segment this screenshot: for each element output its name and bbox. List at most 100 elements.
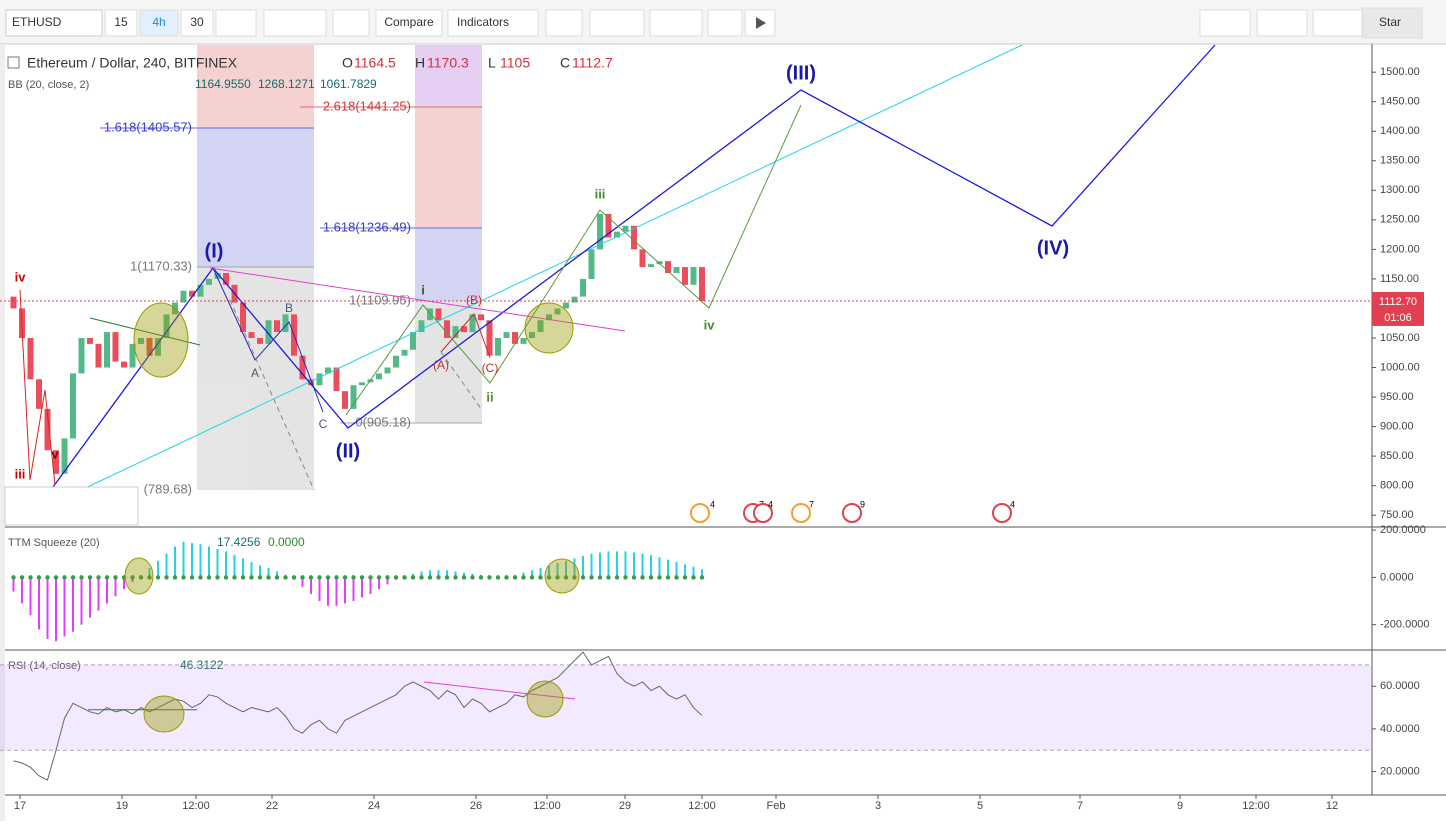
symbol[interactable]: ETHUSD <box>12 15 62 29</box>
event-count[interactable]: 4 <box>768 499 773 509</box>
compare-label[interactable]: Compare <box>384 15 434 29</box>
candle <box>622 225 629 232</box>
wave-labels: (I) (II) (III) (IV) iv iii v i ii iii iv… <box>15 62 1070 481</box>
x-tick-label: 5 <box>977 800 983 812</box>
x-tick-label: 7 <box>1077 800 1083 812</box>
undo-redo[interactable] <box>649 9 703 37</box>
wave-label: iv <box>704 317 716 332</box>
symbol-box[interactable] <box>5 9 103 37</box>
y-tick-label: 1250.00 <box>1380 214 1420 226</box>
candle <box>257 337 263 344</box>
squeeze-dot <box>572 575 577 580</box>
layout[interactable] <box>1199 9 1251 37</box>
legend-low: 1105 <box>500 55 530 71</box>
x-tick-label: 17 <box>14 800 26 812</box>
interval[interactable] <box>139 9 179 37</box>
candle <box>393 355 399 368</box>
squeeze-dot <box>674 575 679 580</box>
candle <box>461 326 467 333</box>
interval-label[interactable]: 4h <box>152 15 165 29</box>
legend-c: C <box>560 55 570 71</box>
load[interactable] <box>1256 9 1308 37</box>
interval-label[interactable]: 15 <box>114 15 128 29</box>
squeeze-dot <box>427 575 433 580</box>
candle <box>308 379 314 386</box>
squeeze-value: 0.0000 <box>268 535 305 549</box>
squeeze-value: 17.4256 <box>217 535 261 549</box>
interval-menu[interactable] <box>215 9 257 37</box>
y-tick-label: 0.0000 <box>1380 571 1414 583</box>
candle <box>325 367 331 374</box>
x-tick-label: 3 <box>875 800 881 812</box>
candle <box>61 438 68 474</box>
candle <box>384 367 391 374</box>
star-button[interactable] <box>1361 7 1423 39</box>
candle <box>520 337 527 344</box>
fib-label: 1.618(1236.49) <box>323 219 411 234</box>
candle <box>240 302 246 333</box>
y-tick-label: 1000.00 <box>1380 361 1420 373</box>
squeeze-dot <box>164 575 169 580</box>
events: 4 7 4 7 9 4 <box>690 499 1015 523</box>
y-tick-label: 1050.00 <box>1380 332 1420 344</box>
alert[interactable] <box>545 9 583 37</box>
indicators-label[interactable]: Indicators <box>457 15 509 29</box>
candle <box>410 332 416 350</box>
save[interactable] <box>1312 9 1364 37</box>
interval[interactable] <box>180 9 214 37</box>
squeeze-dot <box>317 575 322 580</box>
interval[interactable] <box>104 9 138 37</box>
y-tick-label: 1150.00 <box>1380 273 1419 285</box>
last-price-tag <box>1372 291 1424 326</box>
candle <box>87 337 93 344</box>
x-tick-label: Feb <box>767 800 786 812</box>
y-tick-label: 750.00 <box>1380 509 1414 521</box>
squeeze-dot <box>36 575 42 580</box>
candle <box>444 320 450 338</box>
wave-label: iii <box>595 186 606 201</box>
candle <box>690 267 697 285</box>
squeeze-dot <box>521 575 526 580</box>
squeeze-dot <box>657 575 662 580</box>
drawing-tools[interactable] <box>4 486 139 526</box>
squeeze-dot <box>444 575 450 580</box>
interval-label[interactable]: 30 <box>190 15 204 29</box>
event-count[interactable]: 4 <box>710 499 715 509</box>
candle <box>435 308 442 321</box>
candle <box>121 361 127 368</box>
y-tick-label: 40.0000 <box>1380 723 1420 735</box>
squeeze-dot <box>368 575 373 580</box>
squeeze-dot <box>283 575 288 580</box>
indicators-button[interactable] <box>447 9 539 37</box>
squeeze-dot <box>351 575 356 580</box>
compare-button[interactable] <box>375 9 443 37</box>
event-count[interactable]: 9 <box>860 499 865 509</box>
candle <box>631 225 637 250</box>
squeeze-dot <box>385 575 390 580</box>
candle <box>27 337 34 380</box>
fullscreen[interactable] <box>707 9 743 37</box>
wave-label: B <box>285 301 293 315</box>
legend-high: 1170.3 <box>427 55 469 71</box>
candle <box>214 273 221 279</box>
settings[interactable] <box>332 9 370 37</box>
y-tick-label: 800.00 <box>1380 480 1414 492</box>
event-count[interactable]: 7 <box>809 499 814 509</box>
ideas[interactable] <box>589 9 645 37</box>
squeeze-dot <box>640 575 645 580</box>
x-tick-label: 12:00 <box>688 800 716 812</box>
candle <box>512 332 518 344</box>
countdown: 01:06 <box>1384 312 1412 324</box>
squeeze-dot <box>104 575 110 580</box>
wave-label: (IV) <box>1037 237 1069 259</box>
candle <box>554 308 561 315</box>
chart-style[interactable] <box>263 9 327 37</box>
event-count[interactable]: 4 <box>1010 499 1015 509</box>
y-tick-label: 900.00 <box>1380 420 1414 432</box>
x-tick-label: 12:00 <box>1242 800 1270 812</box>
candle <box>359 382 365 386</box>
y-tick-label: 1500.00 <box>1380 66 1420 78</box>
wave-label: (I) <box>205 240 224 262</box>
squeeze-dot <box>342 575 348 580</box>
star-label[interactable]: Star <box>1379 15 1401 29</box>
